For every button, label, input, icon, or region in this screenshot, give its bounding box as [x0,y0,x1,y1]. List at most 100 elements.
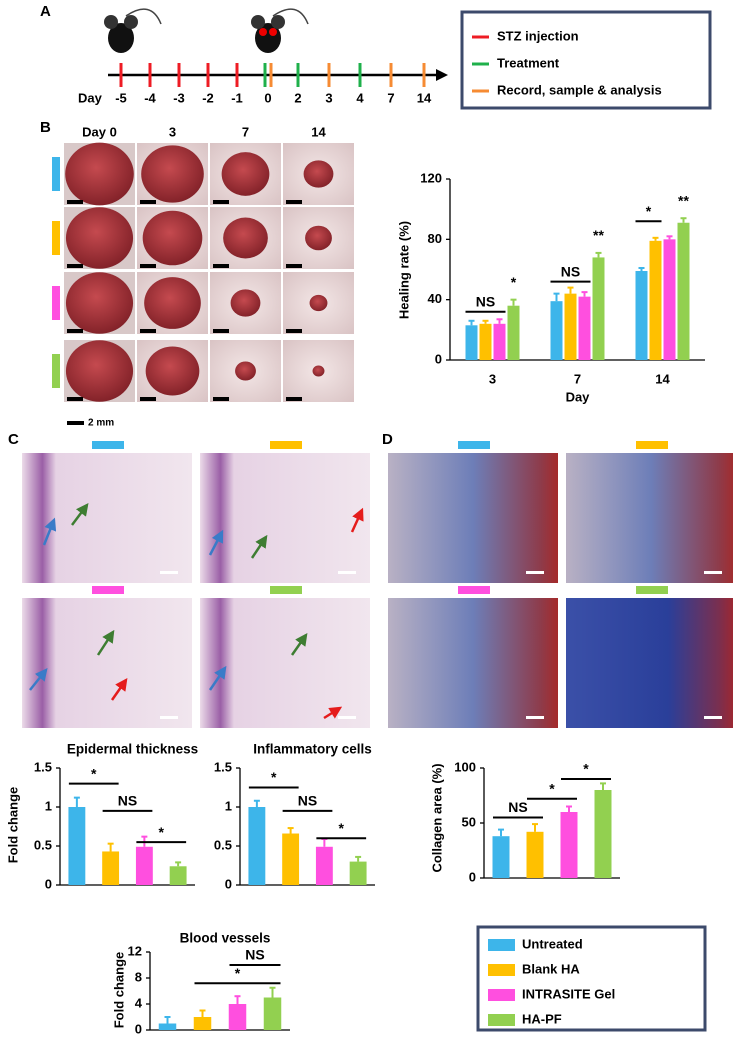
scale-bar [286,329,302,333]
panel-label: B [40,119,51,136]
y-tick-label: 120 [420,170,442,185]
wound [305,225,332,251]
panel-label: A [40,3,51,20]
bar [526,831,544,878]
timeline-day-label: 3 [325,90,332,105]
trichrome-image [566,453,733,583]
legend-label: Untreated [522,936,583,951]
significance-label: NS [476,293,495,309]
significance-label: NS [561,263,580,279]
y-tick-label: 0 [45,876,52,891]
wound [303,160,334,188]
arrow [350,507,364,533]
scale-bar [213,329,229,333]
wound [65,142,134,206]
significance-label: * [339,820,345,836]
y-tick-label: 4 [135,995,143,1010]
he-image [200,453,370,583]
group-color-bar [270,441,302,449]
y-tick-label: 12 [128,943,142,958]
bar [592,257,605,360]
timeline-day-label: -1 [231,90,243,105]
scale-bar-key [67,421,84,425]
scale-bar [140,397,156,401]
x-tick-label: 3 [489,371,496,386]
he-image [200,598,370,728]
wound [144,277,201,329]
legend-swatch [488,964,515,976]
wound [230,289,261,317]
scale-bar [213,200,229,204]
bar [349,861,367,885]
bar [248,807,266,885]
arrow [208,529,224,556]
y-tick-label: 100 [454,759,476,774]
y-tick-label: 0 [135,1021,142,1036]
significance-label: * [91,765,97,781]
wound [141,145,204,203]
group-color-bar [458,441,490,449]
timeline-day-label: -2 [202,90,214,105]
arrow [71,503,89,526]
x-tick-label: 14 [655,371,670,386]
bar [263,997,282,1030]
y-tick-label: 0 [469,869,476,884]
y-tick-label: 1 [225,798,232,813]
photo-column-label: 14 [311,124,326,139]
trichrome-image [566,598,733,728]
group-color-bar [52,221,60,255]
group-color-bar [52,157,60,191]
group-color-bar [636,586,668,594]
arrow [290,632,308,656]
scale-bar [704,571,722,574]
wound [235,361,256,381]
bar [550,301,563,360]
significance-label: ** [593,227,604,243]
y-axis-label: Healing rate (%) [396,221,411,319]
significance-label: * [583,761,589,777]
wound [309,294,328,312]
scale-bar [67,329,83,333]
bar [102,851,120,885]
bar [465,325,478,360]
timeline-arrow [436,69,448,81]
wound [65,207,134,269]
significance-label: * [159,824,165,840]
bar [578,296,591,360]
bar [282,833,300,885]
scale-bar [67,264,83,268]
significance-label: ** [678,192,689,208]
arrow [208,665,227,691]
timeline-legend-label: Record, sample & analysis [497,82,662,97]
significance-label: * [549,781,555,797]
scale-bar [67,397,83,401]
y-tick-label: 80 [428,231,442,246]
bar [315,846,333,885]
group-color-bar [458,586,490,594]
arrow [110,677,128,701]
group-color-bar [52,286,60,320]
panel-label: D [382,431,393,448]
y-tick-label: 1 [45,798,52,813]
legend-label: INTRASITE Gel [522,986,615,1001]
scale-bar [140,200,156,204]
timeline-day-label: -3 [173,90,185,105]
legend-label: HA-PF [522,1011,562,1026]
legend-swatch [488,1014,515,1026]
bar [564,293,577,360]
significance-label: * [511,274,517,290]
arrow [250,534,268,559]
wound [221,152,270,196]
scale-bar [338,571,356,574]
panel-label: C [8,431,19,448]
scale-bar [526,571,544,574]
photo-column-label: Day 0 [82,124,117,139]
scale-bar [286,264,302,268]
significance-label: * [646,203,652,219]
scale-bar [213,397,229,401]
scale-bar [140,329,156,333]
chart-title: Inflammatory cells [253,742,372,757]
trichrome-image [388,453,558,583]
wound [65,272,134,334]
